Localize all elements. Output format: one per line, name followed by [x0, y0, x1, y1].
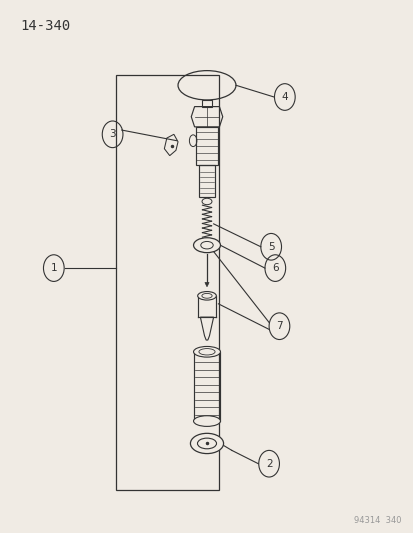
Ellipse shape	[193, 346, 220, 357]
Text: 5: 5	[267, 242, 274, 252]
Text: 94314  340: 94314 340	[353, 516, 401, 525]
Text: 6: 6	[271, 263, 278, 273]
Ellipse shape	[197, 292, 216, 300]
Text: 2: 2	[265, 459, 272, 469]
Text: 3: 3	[109, 130, 116, 139]
Ellipse shape	[190, 433, 223, 454]
Text: 7: 7	[275, 321, 282, 331]
Text: 4: 4	[281, 92, 287, 102]
Ellipse shape	[193, 238, 220, 253]
Text: 1: 1	[50, 263, 57, 273]
Ellipse shape	[197, 438, 216, 449]
Text: 14-340: 14-340	[21, 19, 71, 33]
Polygon shape	[204, 282, 209, 287]
Ellipse shape	[193, 416, 220, 426]
